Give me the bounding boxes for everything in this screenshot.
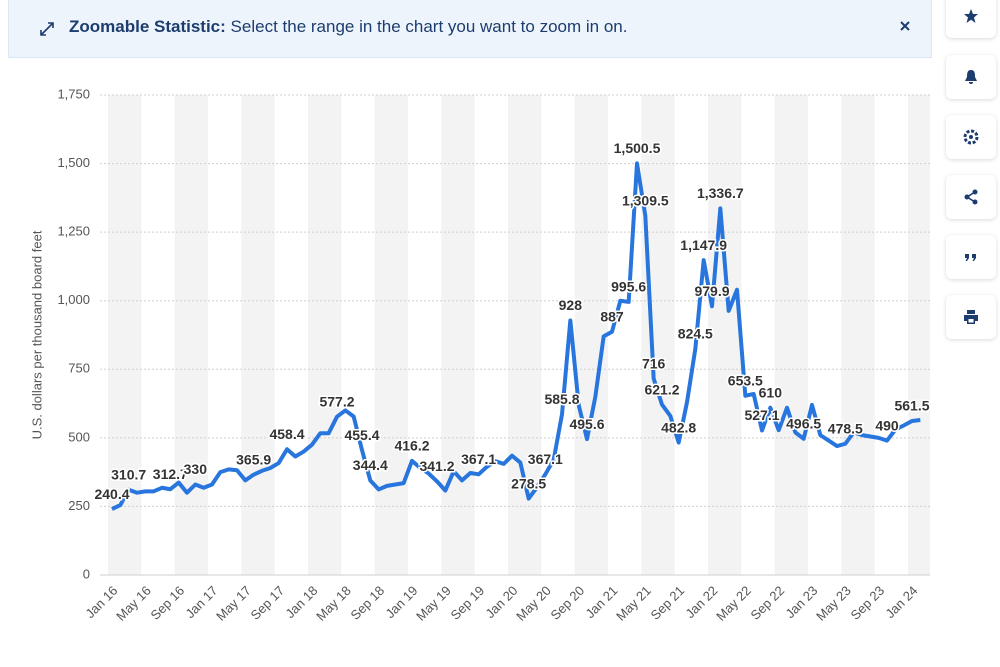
y-tick-label: 1,750 (57, 86, 90, 101)
data-label: 455.4 (344, 427, 379, 443)
zoom-banner: Zoomable Statistic: Select the range in … (8, 0, 932, 58)
notification-button[interactable] (946, 55, 996, 99)
y-axis-title: U.S. dollars per thousand board feet (29, 230, 44, 439)
background-band (441, 95, 475, 575)
background-band (374, 95, 408, 575)
x-tick-label: May 22 (713, 583, 754, 624)
data-label: 478.5 (828, 420, 863, 436)
x-tick-label: Sep 18 (347, 583, 387, 623)
background-band (641, 95, 675, 575)
y-tick-label: 1,250 (57, 224, 90, 239)
x-tick-label: May 18 (313, 583, 354, 624)
data-label: 365.9 (236, 451, 271, 467)
y-tick-label: 250 (68, 498, 90, 513)
data-label: 416.2 (394, 438, 429, 454)
data-label: 621.2 (644, 381, 679, 397)
data-label: 367.1 (461, 451, 496, 467)
x-tick-label: May 21 (613, 583, 654, 624)
banner-message: Select the range in the chart you want t… (230, 17, 628, 36)
data-label: 979.9 (694, 283, 729, 299)
data-label: 824.5 (678, 326, 713, 342)
data-label: 577.2 (319, 393, 354, 409)
data-label: 278.5 (511, 475, 546, 491)
x-tick-label: Jan 24 (882, 583, 920, 621)
x-tick-label: May 23 (813, 583, 854, 624)
background-band (508, 95, 542, 575)
data-label: 330 (184, 461, 208, 477)
data-label: 496.5 (786, 416, 821, 432)
x-tick-label: Sep 20 (547, 583, 587, 623)
background-band (174, 95, 208, 575)
x-tick-label: Sep 16 (147, 583, 187, 623)
cite-button[interactable] (946, 235, 996, 279)
y-tick-label: 1,000 (57, 292, 90, 307)
y-tick-label: 500 (68, 429, 90, 444)
data-label: 995.6 (611, 279, 646, 295)
x-tick-label: Sep 21 (647, 583, 687, 623)
data-label: 341.2 (419, 458, 454, 474)
x-tick-label: May 19 (413, 583, 454, 624)
data-label: 1,336.7 (697, 185, 744, 201)
favorite-button[interactable] (946, 0, 996, 38)
data-label: 716 (642, 355, 666, 371)
background-band (308, 95, 342, 575)
x-tick-label: Sep 17 (247, 583, 287, 623)
data-label: 561.5 (894, 398, 929, 414)
data-label: 928 (559, 297, 583, 313)
y-tick-label: 750 (68, 361, 90, 376)
background-band (841, 95, 875, 575)
data-label: 1,500.5 (614, 140, 661, 156)
banner-text: Zoomable Statistic: Select the range in … (69, 17, 627, 37)
data-label: 585.8 (544, 391, 579, 407)
zoom-icon (40, 22, 54, 36)
x-tick-label: Sep 23 (847, 583, 887, 623)
close-button[interactable] (899, 20, 911, 32)
data-label: 1,147.9 (680, 237, 727, 253)
data-label: 482.8 (661, 419, 696, 435)
y-tick-label: 0 (83, 566, 90, 581)
x-tick-label: Sep 22 (747, 583, 787, 623)
chart: U.S. dollars per thousand board feet 0 25… (29, 86, 931, 624)
share-button[interactable] (946, 175, 996, 219)
background-band (108, 95, 142, 575)
y-tick-label: 1,500 (57, 155, 90, 170)
data-label: 527.1 (744, 407, 779, 423)
x-tick-label: May 16 (113, 583, 154, 624)
data-label: 653.5 (728, 372, 763, 388)
print-button[interactable] (946, 295, 996, 339)
x-tick-label: Sep 19 (447, 583, 487, 623)
background-band (241, 95, 275, 575)
data-label: 310.7 (111, 466, 146, 482)
data-line (111, 161, 921, 511)
data-label: 312.7 (153, 466, 188, 482)
background-band (708, 95, 742, 575)
data-label: 495.6 (569, 416, 604, 432)
settings-button[interactable] (946, 115, 996, 159)
data-label: 887 (600, 308, 624, 324)
data-label: 367.1 (528, 451, 563, 467)
data-label: 344.4 (353, 457, 388, 473)
data-label: 240.4 (94, 486, 129, 502)
data-label: 1,309.5 (622, 193, 669, 209)
data-label: 490 (875, 417, 899, 433)
banner-label: Zoomable Statistic: (69, 17, 226, 36)
data-label: 610 (759, 384, 783, 400)
x-tick-label: May 20 (513, 583, 554, 624)
background-band (908, 95, 930, 575)
background-band (774, 95, 808, 575)
data-label: 458.4 (269, 426, 304, 442)
x-tick-label: May 17 (213, 583, 254, 624)
